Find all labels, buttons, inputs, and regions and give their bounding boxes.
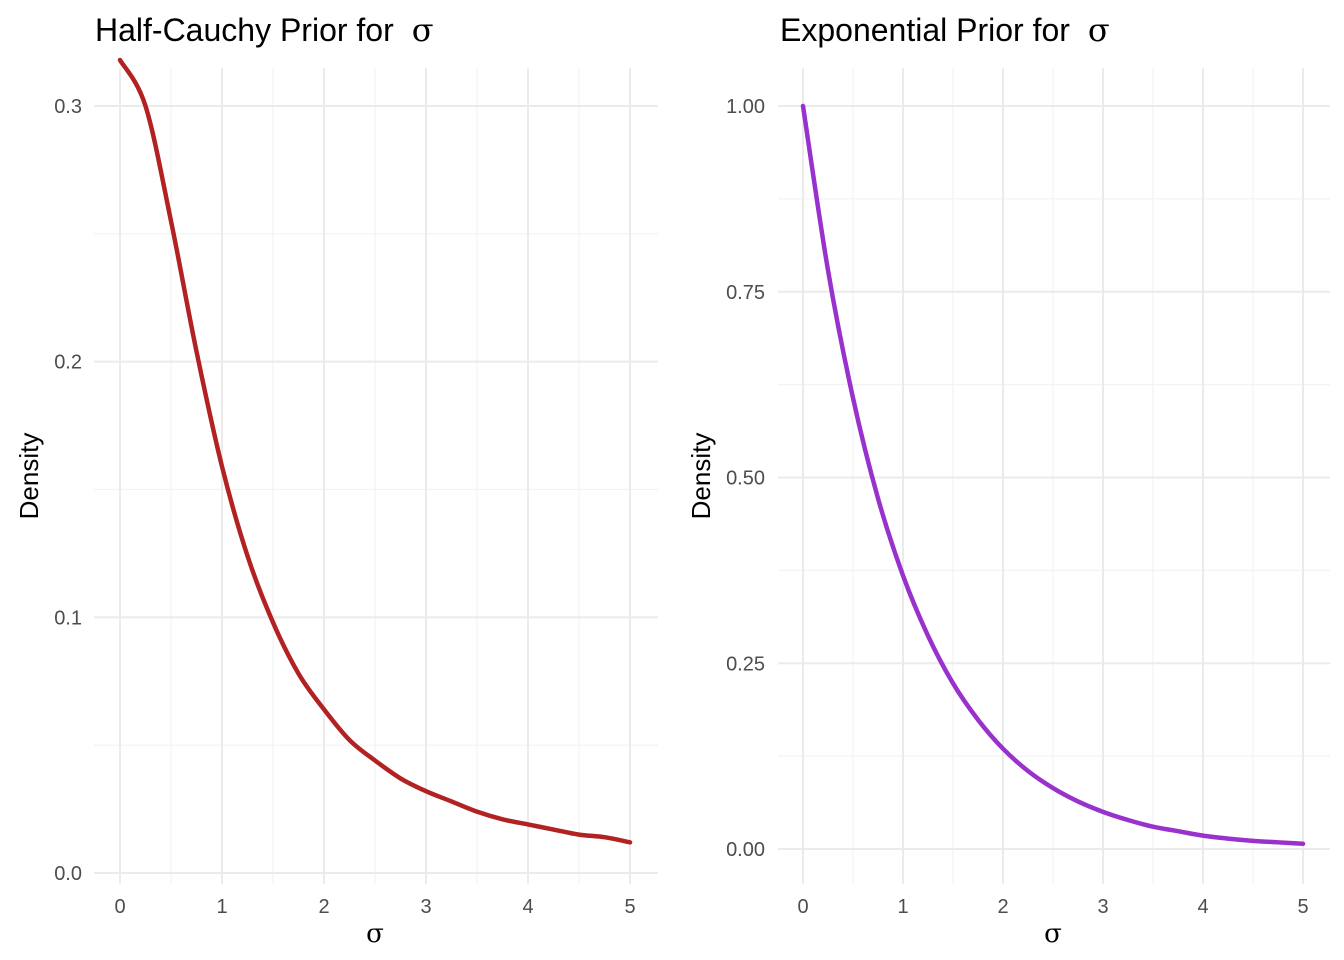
half-cauchy-major-gridlines [94, 68, 658, 884]
half-cauchy-x-tick-label: 2 [318, 896, 329, 918]
exponential-major-gridlines [778, 68, 1330, 884]
exponential-x-tick-labels: 0 1 2 3 4 5 [797, 896, 1308, 918]
exponential-density-line [800, 103, 1306, 847]
exponential-y-tick-label: 1.00 [726, 96, 765, 118]
half-cauchy-x-tick-label: 5 [624, 896, 635, 918]
half-cauchy-title-sigma: σ [412, 11, 434, 49]
exponential-y-tick-label: 0.00 [726, 839, 765, 861]
exponential-x-tick-label: 3 [1097, 896, 1108, 918]
exponential-x-axis-title: σ [1044, 919, 1062, 949]
half-cauchy-title-text: Half-Cauchy Prior for [95, 12, 394, 48]
exponential-x-tick-label: 2 [997, 896, 1008, 918]
exponential-x-tick-label: 1 [897, 896, 908, 918]
half-cauchy-y-tick-label: 0.1 [54, 607, 82, 629]
exponential-panel: 0.00 0.25 0.50 0.75 1.00 0 1 2 3 4 5 Exponential … [686, 11, 1330, 949]
half-cauchy-x-tick-labels: 0 1 2 3 4 5 [114, 896, 635, 918]
exponential-x-tick-label: 0 [797, 896, 808, 918]
exponential-y-axis-title: Density [686, 433, 716, 520]
half-cauchy-x-tick-label: 4 [522, 896, 533, 918]
half-cauchy-x-tick-label: 0 [114, 896, 125, 918]
half-cauchy-chart-title: Half-Cauchy Prior for σ [95, 11, 434, 49]
half-cauchy-x-tick-label: 1 [216, 896, 227, 918]
half-cauchy-density-line [117, 57, 633, 845]
half-cauchy-y-tick-label: 0.0 [54, 863, 82, 885]
half-cauchy-panel: 0.0 0.1 0.2 0.3 0 1 2 3 4 5 Half-Cauchy Prior fo… [14, 11, 658, 949]
exponential-title-sigma: σ [1088, 11, 1110, 49]
exponential-x-tick-label: 4 [1197, 896, 1208, 918]
half-cauchy-minor-gridlines [94, 68, 658, 884]
half-cauchy-x-axis-title: σ [366, 919, 384, 949]
exponential-x-tick-label: 5 [1297, 896, 1308, 918]
exponential-y-tick-labels: 0.00 0.25 0.50 0.75 1.00 [726, 96, 765, 861]
half-cauchy-y-tick-label: 0.3 [54, 96, 82, 118]
half-cauchy-y-tick-labels: 0.0 0.1 0.2 0.3 [54, 96, 82, 885]
half-cauchy-y-axis-title: Density [14, 433, 44, 520]
half-cauchy-x-tick-label: 3 [420, 896, 431, 918]
half-cauchy-y-tick-label: 0.2 [54, 352, 82, 374]
exponential-y-tick-label: 0.75 [726, 282, 765, 304]
exponential-chart-title: Exponential Prior for σ [780, 11, 1110, 49]
exponential-y-tick-label: 0.50 [726, 468, 765, 490]
exponential-minor-gridlines [778, 68, 1330, 884]
exponential-title-text: Exponential Prior for [780, 12, 1070, 48]
exponential-y-tick-label: 0.25 [726, 653, 765, 675]
